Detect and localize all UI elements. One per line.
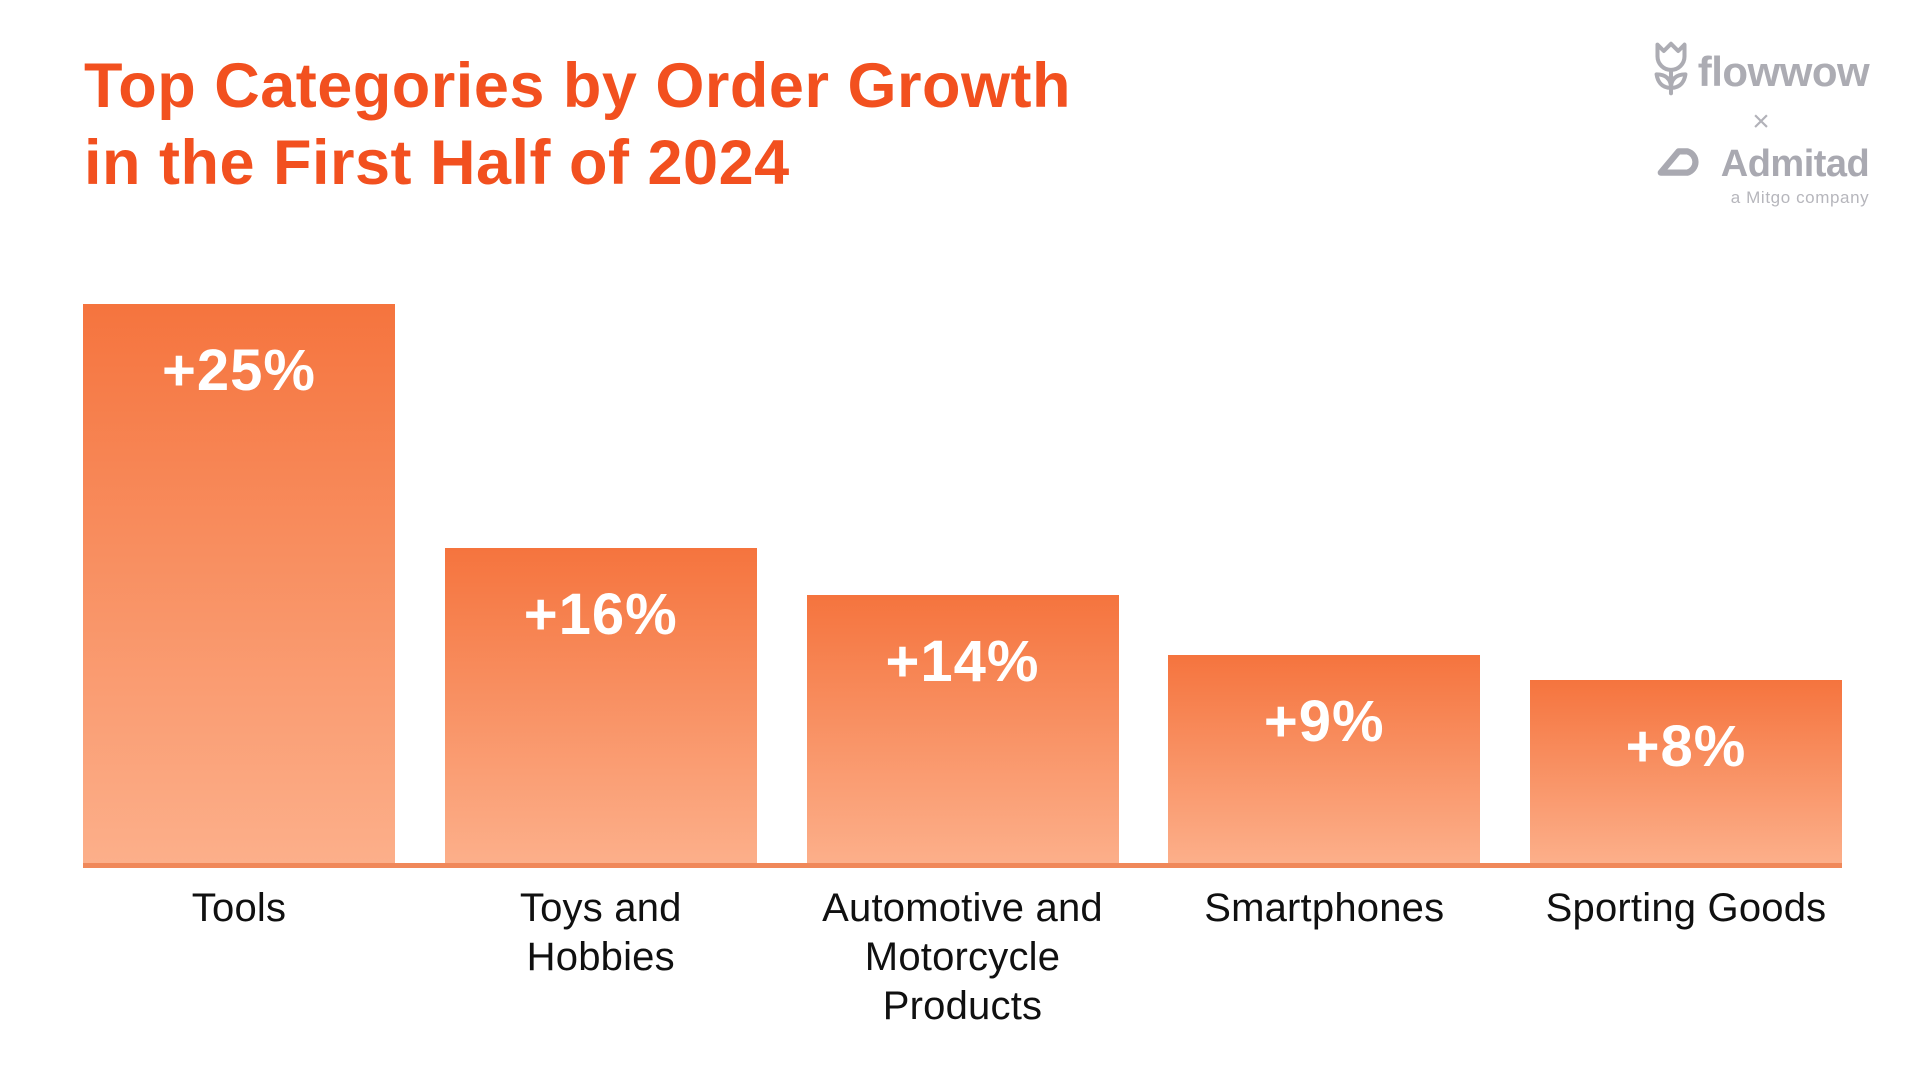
tulip-icon — [1653, 40, 1689, 103]
category-label: Automotive and Motorcycle Products — [822, 886, 1103, 1028]
page-title-line1: Top Categories by Order Growth — [84, 51, 1071, 121]
bar-value-label: +9% — [1263, 689, 1385, 754]
brand-separator-x: × — [1752, 105, 1770, 138]
category-label: Smartphones — [1204, 886, 1445, 930]
admitad-mark-icon — [1653, 146, 1713, 183]
flowwow-logo: flowwow — [1653, 40, 1870, 103]
category-label: Toys and Hobbies — [519, 886, 682, 979]
category-labels-row: Tools Toys and Hobbies Automotive and Moto… — [83, 884, 1842, 1031]
chart-baseline — [83, 863, 1842, 868]
bar-tools: +25% — [83, 304, 395, 863]
category-label: Tools — [191, 886, 287, 930]
category-label: Sporting Goods — [1545, 886, 1827, 930]
bars-row: +25% +16% +14% +9% +8% — [83, 304, 1842, 863]
page-title: Top Categories by Order Growth in the Fi… — [84, 48, 1071, 202]
bar-sporting-goods: +8% — [1530, 680, 1842, 863]
bar-toys-and-hobbies: +16% — [444, 548, 757, 863]
page-title-line2: in the First Half of 2024 — [84, 128, 790, 198]
bar-automotive-and-motorcycle-products: +14% — [806, 595, 1119, 863]
bar-value-label: +16% — [523, 582, 678, 647]
bar-value-label: +14% — [885, 629, 1040, 694]
flowwow-wordmark: flowwow — [1697, 47, 1870, 95]
bar-value-label: +25% — [162, 338, 316, 403]
admitad-wordmark: Admitad — [1720, 143, 1870, 185]
bar-value-label: +8% — [1625, 714, 1747, 779]
bar-chart: +25% +16% +14% +9% +8% Tools Toys and Hobbies… — [83, 304, 1842, 1031]
admitad-subline: a Mitgo company — [1730, 188, 1870, 207]
admitad-logo: Admitad a Mitgo company — [1653, 143, 1870, 208]
bar-smartphones: +9% — [1168, 655, 1481, 863]
branding-block: flowwow × Admitad a Mitgo company — [1646, 40, 1876, 208]
